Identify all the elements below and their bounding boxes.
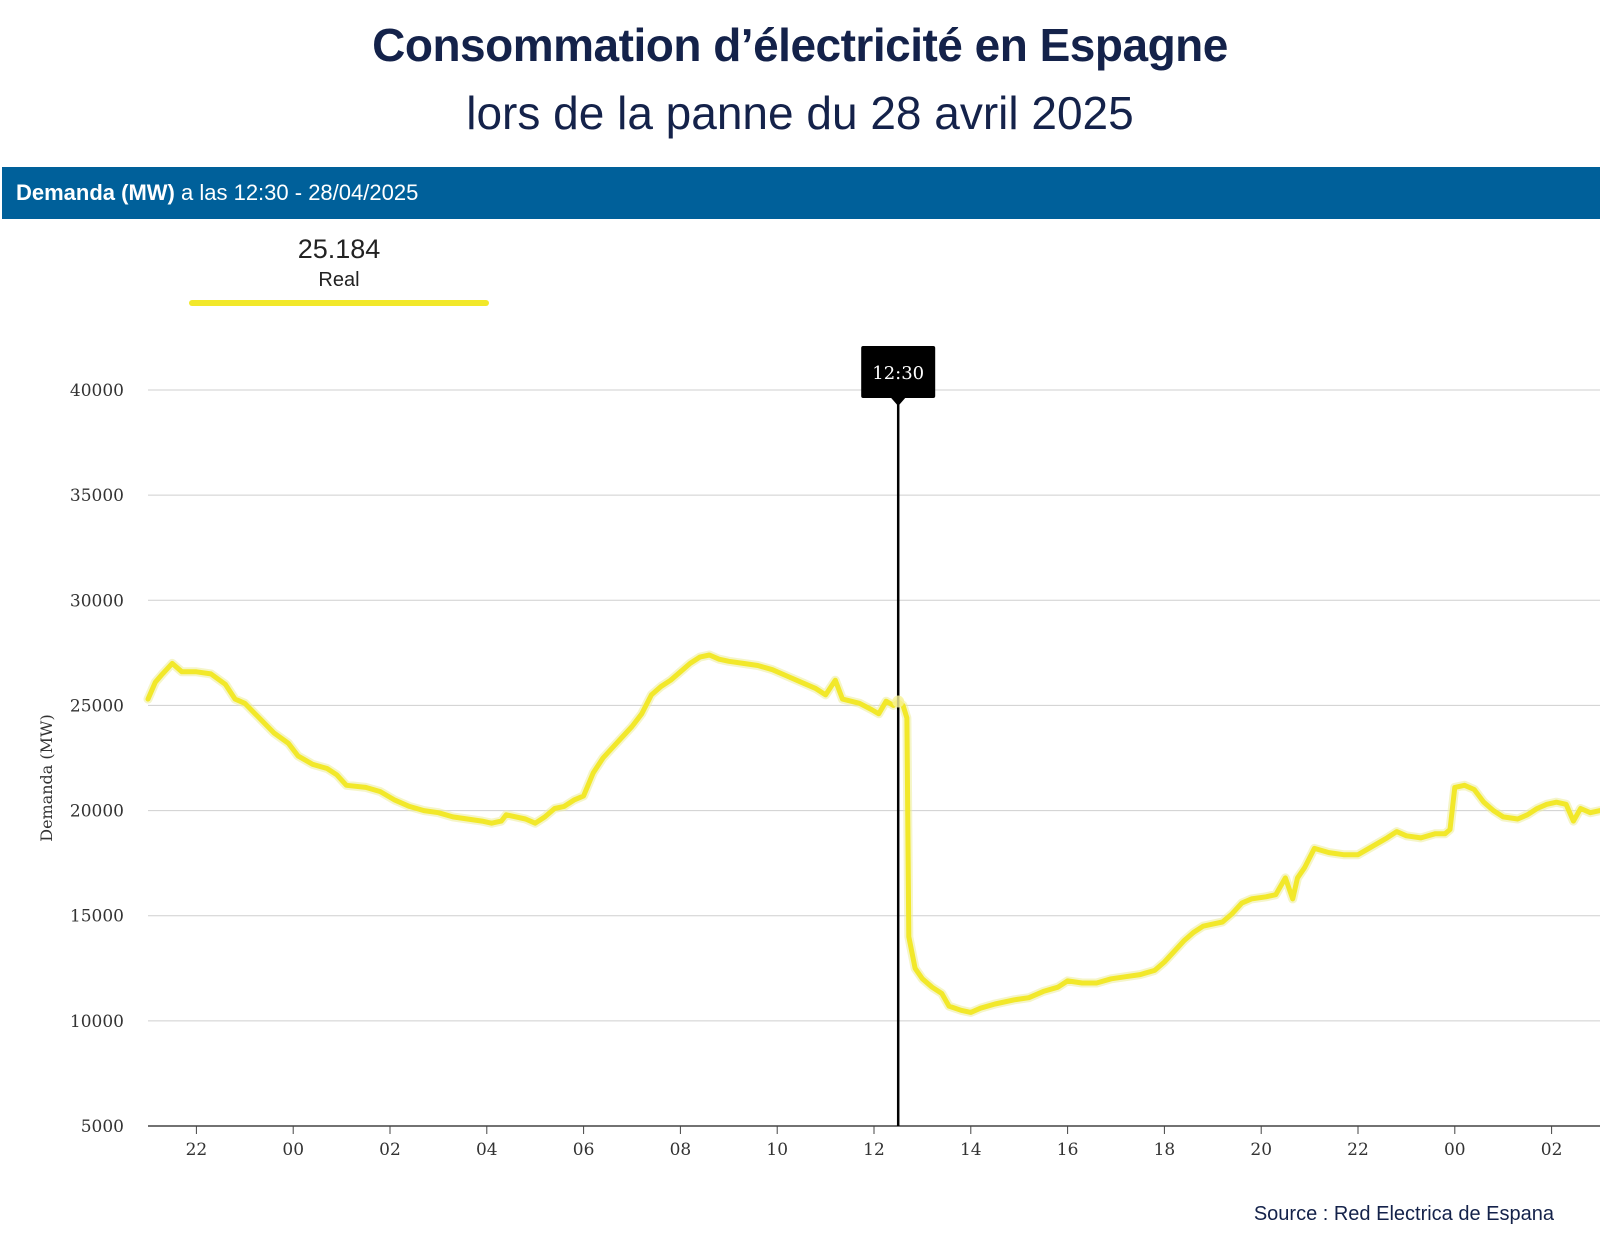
x-tick-label: 20 <box>1250 1140 1272 1160</box>
x-tick-label: 00 <box>1444 1140 1466 1160</box>
x-tick-label: 16 <box>1057 1140 1079 1160</box>
x-tick-label: 04 <box>476 1140 498 1160</box>
header-bar: Demanda (MW) a las 12:30 - 28/04/2025 <box>2 167 1600 219</box>
tooltip-label: 12:30 <box>872 363 924 384</box>
chart-subtitle: lors de la panne du 28 avril 2025 <box>466 87 1134 139</box>
legend-value: 25.184 <box>297 234 381 264</box>
legend-item-real[interactable]: 25.184 Real <box>189 234 489 292</box>
x-tick-label: 06 <box>573 1140 595 1160</box>
y-tick-label: 25000 <box>70 696 124 716</box>
x-tick-label: 00 <box>282 1140 304 1160</box>
x-tick-label: 22 <box>1347 1140 1369 1160</box>
y-tick-label: 40000 <box>70 381 124 401</box>
source-note: Source : Red Electrica de Espana <box>1253 1203 1554 1225</box>
x-tick-label: 02 <box>379 1140 401 1160</box>
tooltip-pointer <box>891 398 906 406</box>
chart-title: Consommation d’électricité en Espagne <box>372 19 1228 71</box>
legend-label: Real <box>318 269 360 291</box>
y-tick-label: 5000 <box>81 1117 124 1137</box>
y-tick-label: 15000 <box>70 907 124 927</box>
y-tick-label: 10000 <box>70 1012 124 1032</box>
header-time-label: a las 12:30 - 28/04/2025 <box>174 180 419 205</box>
legend-line-swatch <box>189 300 489 306</box>
x-tick-label: 02 <box>1541 1140 1563 1160</box>
y-tick-label: 35000 <box>70 486 124 506</box>
x-tick-label: 22 <box>186 1140 208 1160</box>
tooltip-box <box>861 346 936 398</box>
x-tick-label: 08 <box>670 1140 692 1160</box>
y-tick-label: 20000 <box>70 802 124 822</box>
x-tick-label: 18 <box>1154 1140 1176 1160</box>
y-tick-label: 30000 <box>70 591 124 611</box>
x-tick-label: 10 <box>766 1140 788 1160</box>
y-axis-label: Demanda (MW) <box>37 714 56 842</box>
x-tick-label: 12 <box>863 1140 885 1160</box>
series-line-real <box>145 652 1600 1015</box>
header-metric-label: Demanda (MW) <box>16 180 175 205</box>
x-tick-label: 14 <box>960 1140 982 1160</box>
cursor-marker <box>892 695 905 708</box>
